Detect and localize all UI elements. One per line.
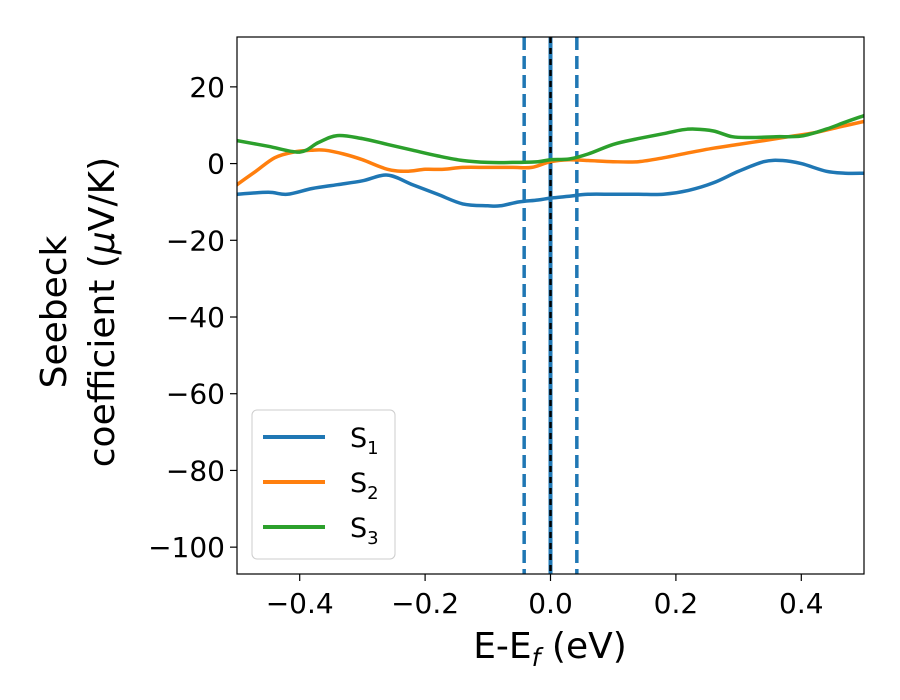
y-tick-label: 20 bbox=[189, 71, 225, 104]
legend-label-s2-sub: 2 bbox=[367, 483, 378, 504]
legend-box bbox=[251, 409, 396, 560]
legend: S1 S2 S3 bbox=[251, 409, 396, 560]
reference-lines bbox=[522, 37, 579, 574]
y-tick-label: −80 bbox=[166, 454, 225, 487]
x-tick-label: 0.0 bbox=[528, 587, 573, 620]
legend-label-s3-main: S bbox=[350, 513, 367, 544]
series-lines bbox=[237, 113, 864, 208]
x-tick-label: 0.2 bbox=[654, 587, 699, 620]
x-axis-label-unit: (eV) bbox=[540, 626, 626, 667]
y-axis-label-mu: μ bbox=[82, 231, 123, 255]
legend-label-s2-main: S bbox=[350, 468, 367, 499]
x-tick-label: −0.2 bbox=[391, 587, 459, 620]
y-axis-label-line2: coefficient (μV/K) bbox=[82, 157, 123, 467]
x-axis-label-main: E-E bbox=[473, 626, 531, 667]
series-line-s3 bbox=[237, 113, 864, 165]
y-tick-label: −60 bbox=[166, 378, 225, 411]
series-line-s1 bbox=[237, 158, 864, 208]
y-tick-label: 0 bbox=[207, 148, 225, 181]
legend-label-s3-sub: 3 bbox=[367, 528, 378, 549]
series-line-s2 bbox=[237, 119, 864, 187]
y-axis-label-unit: V/K) bbox=[82, 157, 123, 231]
y-axis-label: Seebeck coefficient (μV/K) bbox=[34, 157, 123, 467]
legend-label-s2: S2 bbox=[350, 468, 379, 504]
y-tick-label: −100 bbox=[148, 531, 225, 564]
y-tick-label: −20 bbox=[166, 224, 225, 257]
y-tick-label: −40 bbox=[166, 301, 225, 334]
x-axis-ticks: −0.4 −0.2 0.0 0.2 0.4 bbox=[266, 574, 824, 620]
y-axis-label-line1: Seebeck bbox=[34, 235, 75, 388]
legend-label-s1: S1 bbox=[350, 423, 379, 459]
x-tick-label: −0.4 bbox=[266, 587, 334, 620]
legend-label-s1-sub: 1 bbox=[367, 438, 378, 459]
y-axis-ticks: 20 0 −20 −40 −60 −80 −100 bbox=[148, 71, 237, 564]
legend-label-s3: S3 bbox=[350, 513, 379, 549]
x-tick-label: 0.4 bbox=[779, 587, 824, 620]
y-axis-label-text: coefficient ( bbox=[82, 254, 123, 467]
legend-label-s1-main: S bbox=[350, 423, 367, 454]
x-axis-label: E-Ef (eV) bbox=[473, 626, 627, 672]
